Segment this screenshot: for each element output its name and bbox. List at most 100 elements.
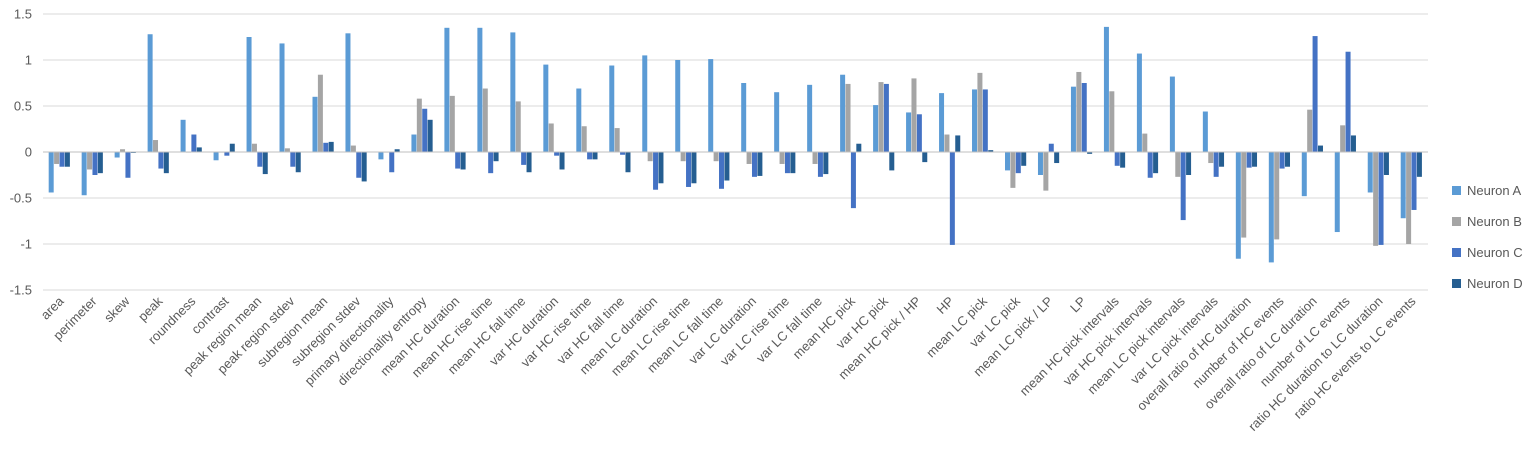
bar-neuron-b <box>350 145 356 152</box>
bar-neuron-a <box>1235 152 1241 259</box>
bar-neuron-c <box>982 89 988 152</box>
bar-neuron-b <box>1076 71 1082 152</box>
legend-swatch <box>1452 279 1461 288</box>
bar-neuron-d <box>1383 152 1389 175</box>
bar-neuron-b <box>317 74 323 152</box>
bar-neuron-b <box>1241 152 1247 238</box>
bar-neuron-d <box>889 152 895 171</box>
y-tick-label: -1 <box>20 237 32 252</box>
bar-neuron-c <box>620 152 626 155</box>
bar-neuron-d <box>955 135 961 152</box>
bar-neuron-c <box>1279 152 1285 169</box>
legend: Neuron A Neuron B Neuron C Neuron D <box>1452 180 1523 304</box>
bar-neuron-b <box>746 152 752 164</box>
bar-neuron-d <box>1186 152 1192 175</box>
bar-neuron-b <box>1373 152 1379 246</box>
bar-neuron-c <box>916 114 922 152</box>
bar-neuron-b <box>680 152 686 162</box>
bar-neuron-c <box>422 108 428 152</box>
x-tick-label: area <box>38 293 68 323</box>
bar-neuron-c <box>1147 152 1153 178</box>
bar-neuron-c <box>784 152 790 174</box>
bar-neuron-c <box>1312 36 1318 152</box>
bar-neuron-c <box>554 152 560 156</box>
bar-neuron-c <box>323 142 329 152</box>
bar-neuron-c <box>224 152 230 156</box>
bar-neuron-d <box>163 152 169 174</box>
bar-neuron-d <box>64 152 70 167</box>
bar-neuron-b <box>977 72 983 152</box>
bar-neuron-d <box>1153 152 1159 174</box>
bar-neuron-d <box>823 152 829 175</box>
bar-neuron-d <box>988 150 994 152</box>
legend-label: Neuron A <box>1467 183 1522 198</box>
bar-neuron-a <box>972 89 978 152</box>
bar-neuron-b <box>1109 91 1115 152</box>
bar-neuron-b <box>1274 152 1280 240</box>
bar-neuron-c <box>719 152 725 189</box>
bar-neuron-b <box>284 148 290 152</box>
bar-neuron-d <box>922 152 928 163</box>
bar-neuron-d <box>1252 152 1258 167</box>
x-tick-label: LP <box>1067 294 1089 316</box>
bar-neuron-a <box>609 65 615 152</box>
bar-neuron-a <box>444 27 450 152</box>
bar-neuron-d <box>625 152 631 173</box>
bar-neuron-a <box>180 119 186 152</box>
bar-neuron-b <box>911 78 917 152</box>
bar-neuron-d <box>1285 152 1291 167</box>
bar-neuron-c <box>1114 152 1120 166</box>
bar-neuron-b <box>845 83 851 152</box>
bar-neuron-d <box>1021 152 1027 166</box>
bar-neuron-c <box>817 152 823 177</box>
bar-neuron-c <box>1411 152 1417 210</box>
bar-neuron-b <box>713 152 719 162</box>
bar-neuron-b <box>416 98 422 152</box>
bar-neuron-a <box>147 34 153 152</box>
bar-neuron-c <box>1081 83 1087 152</box>
bar-neuron-d <box>394 149 400 152</box>
bar-neuron-b <box>1406 152 1412 244</box>
bar-neuron-a <box>741 83 747 152</box>
legend-label: Neuron C <box>1467 245 1523 260</box>
x-tick-label: HP <box>934 294 957 317</box>
bar-neuron-c <box>686 152 692 187</box>
bar-neuron-b <box>647 152 653 162</box>
bar-neuron-a <box>774 92 780 152</box>
bar-neuron-c <box>356 152 362 178</box>
bar-neuron-a <box>708 59 714 152</box>
bar-neuron-d <box>526 152 532 173</box>
bar-neuron-d <box>196 147 202 152</box>
bar-neuron-b <box>779 152 785 164</box>
y-tick-label: 1 <box>25 53 32 68</box>
bar-neuron-a <box>114 152 120 158</box>
bar-neuron-b <box>482 88 488 152</box>
bar-neuron-d <box>757 152 763 176</box>
bar-neuron-b <box>1142 133 1148 152</box>
bar-neuron-a <box>477 27 483 152</box>
bar-neuron-a <box>939 93 945 152</box>
bar-neuron-d <box>1054 152 1060 164</box>
y-axis-ticks: 1.5 1 0.5 0 -0.5 -1 -1.5 <box>10 7 32 298</box>
legend-item: Neuron A <box>1452 180 1523 201</box>
bar-neuron-b <box>120 149 126 152</box>
bar-neuron-b <box>1307 109 1313 152</box>
bar-neuron-d <box>1317 145 1323 152</box>
legend-item: Neuron D <box>1452 273 1523 294</box>
bar-neuron-a <box>1037 152 1043 175</box>
bar-neuron-b <box>1340 125 1346 152</box>
bar-neuron-a <box>1334 152 1340 233</box>
x-tick-label: skew <box>101 293 133 325</box>
bar-neuron-d <box>658 152 664 184</box>
bar-neuron-a <box>213 152 219 161</box>
bar-neuron-b <box>1043 152 1049 191</box>
bar-neuron-d <box>427 119 433 152</box>
bar-neuron-d <box>1219 152 1225 167</box>
bar-neuron-a <box>1367 152 1373 193</box>
bar-neuron-a <box>345 33 351 152</box>
bar-neuron-c <box>521 152 527 165</box>
bar-neuron-b <box>614 128 620 152</box>
bar-neuron-a <box>246 37 252 152</box>
